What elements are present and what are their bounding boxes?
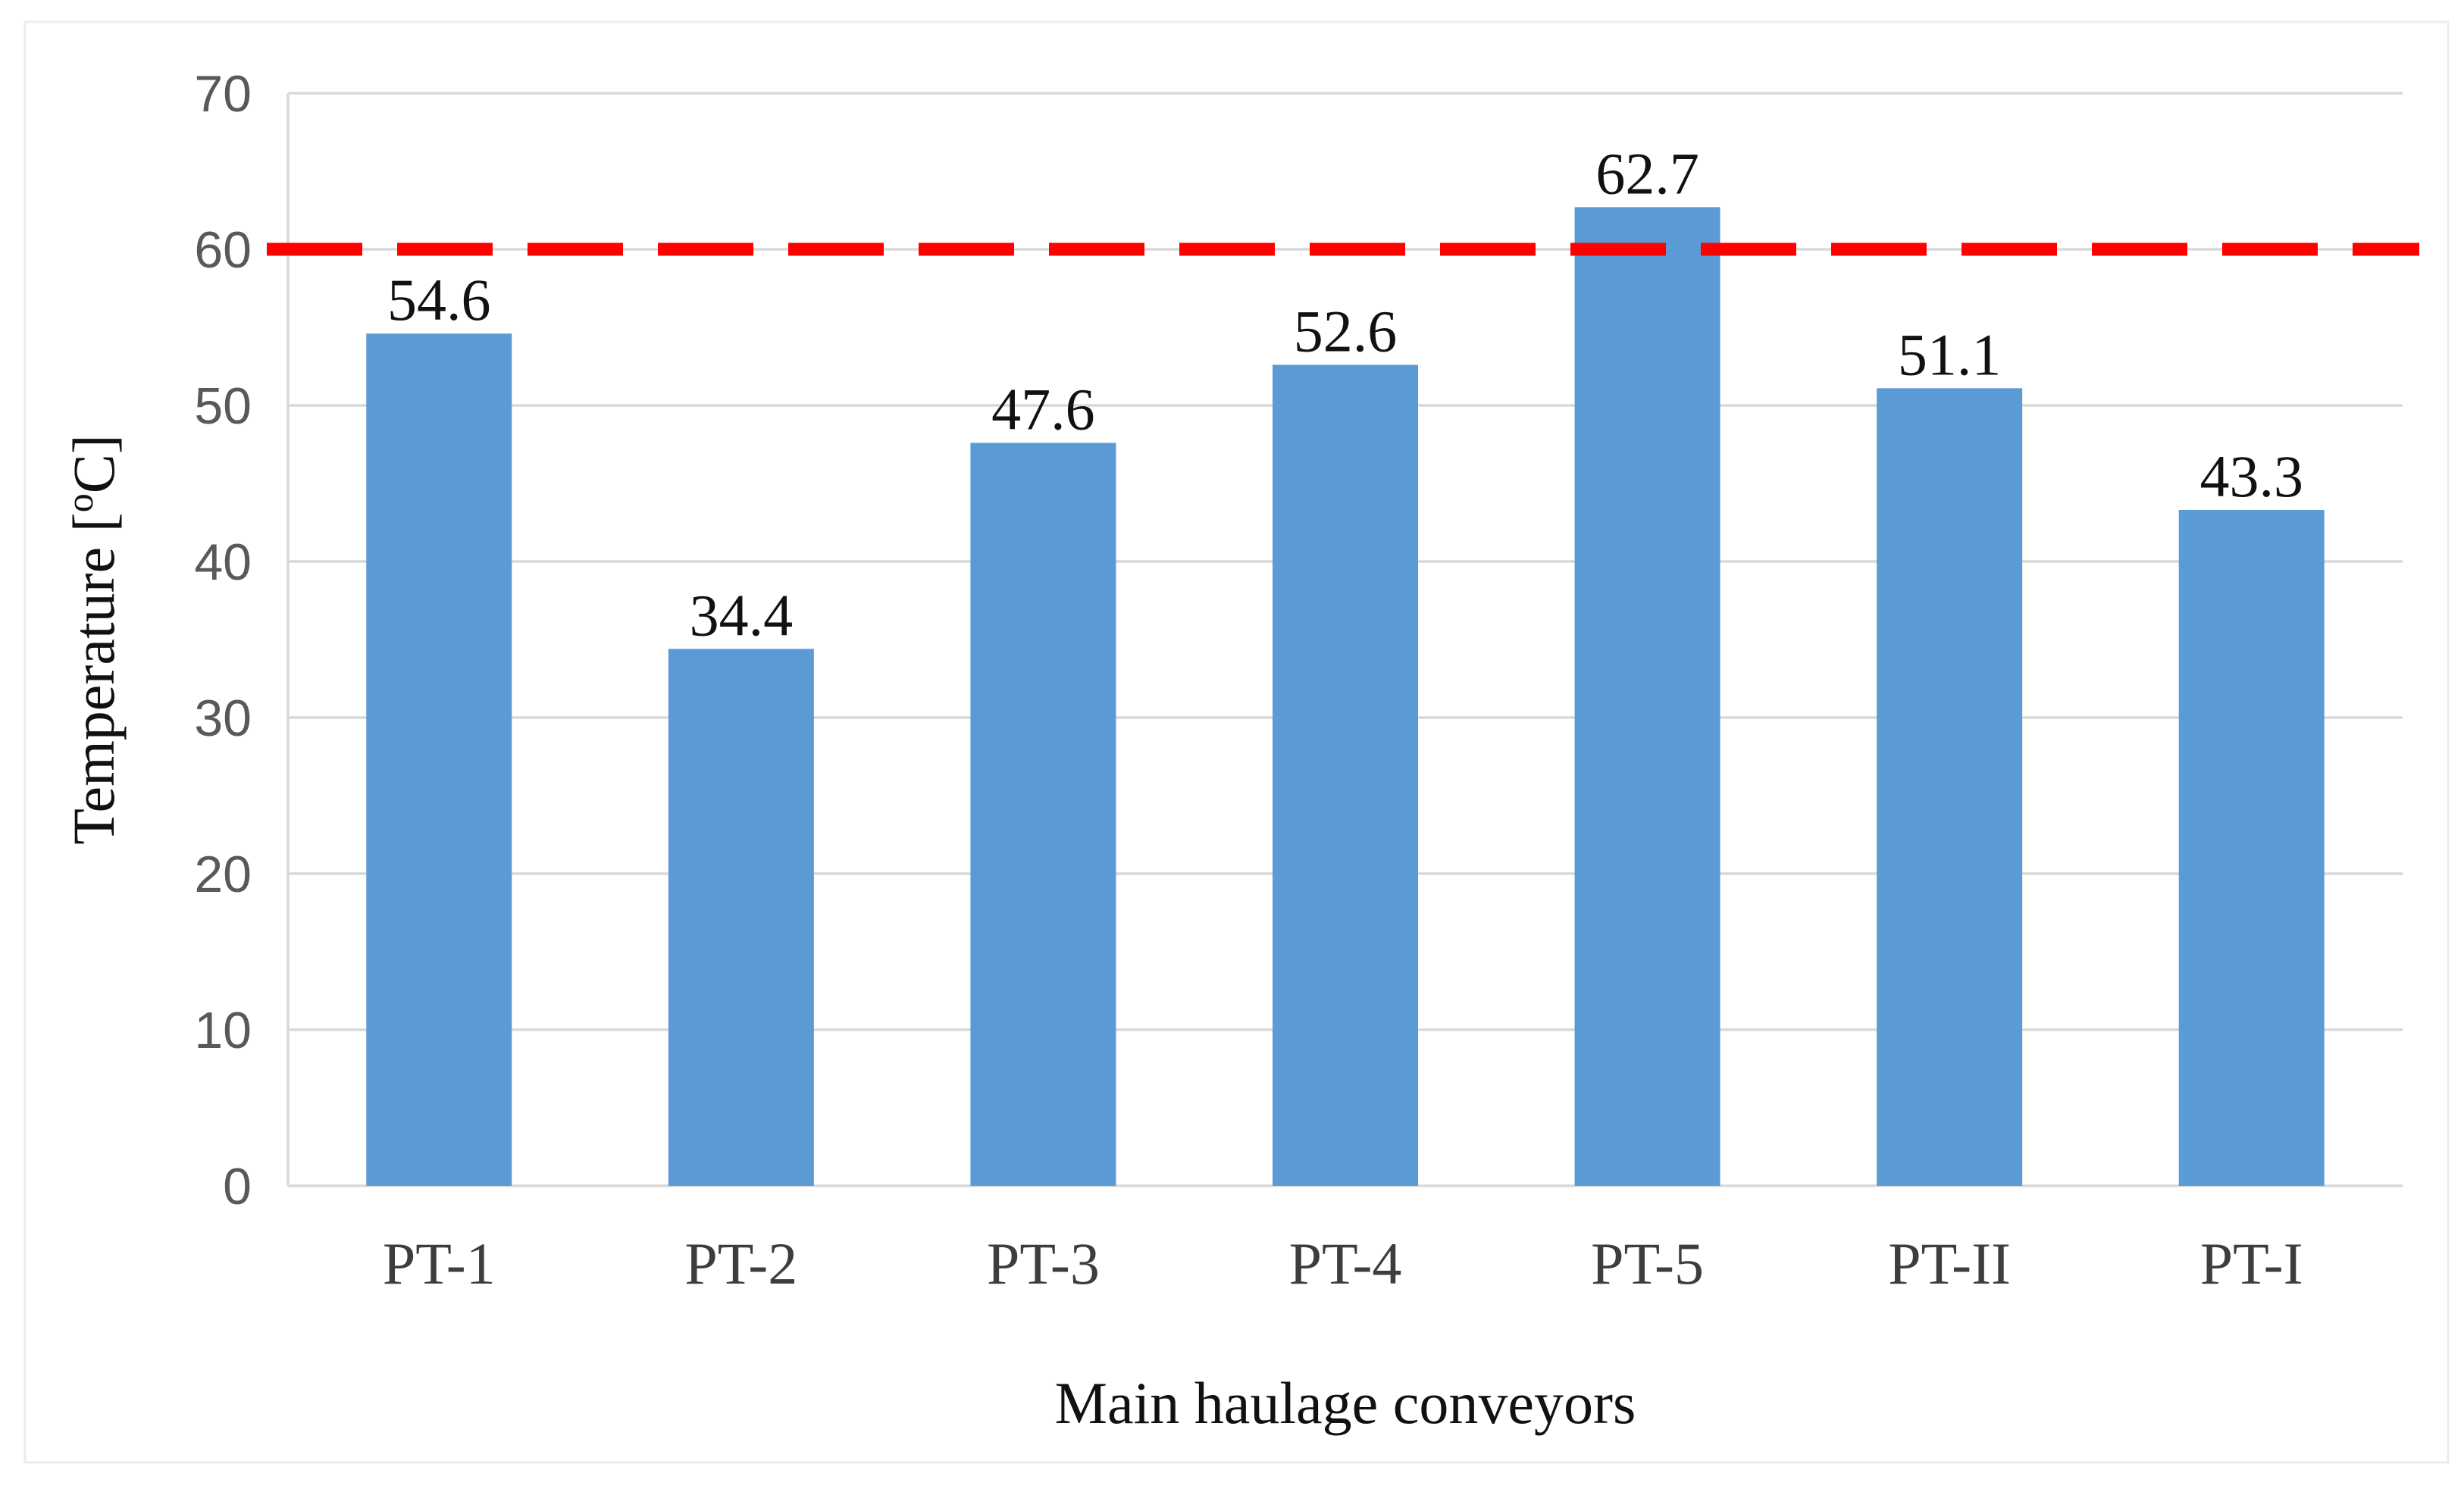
y-tick-label: 0 (223, 1158, 252, 1215)
bar (1877, 388, 2023, 1186)
y-tick-label: 30 (194, 690, 252, 747)
category-label: PT-II (1888, 1231, 2011, 1296)
y-tick-label: 10 (194, 1002, 252, 1059)
y-tick-label: 40 (194, 533, 252, 591)
category-label: PT-5 (1591, 1231, 1704, 1296)
bar (366, 333, 512, 1186)
category-label: PT-1 (383, 1231, 496, 1296)
y-tick-label: 70 (194, 65, 252, 123)
y-axis-title: Temperature [oC] (58, 434, 127, 844)
bar (1574, 207, 1720, 1186)
y-tick-label: 60 (194, 221, 252, 279)
bar-value-label: 34.4 (690, 582, 794, 648)
x-axis-title: Main haulage conveyors (1055, 1370, 1636, 1436)
bar (970, 443, 1116, 1186)
bar-value-label: 54.6 (387, 267, 491, 333)
category-label: PT-2 (684, 1231, 797, 1296)
bar-value-label: 51.1 (1898, 321, 2002, 387)
bar-value-label: 47.6 (991, 376, 1095, 442)
y-tick-label: 50 (194, 377, 252, 435)
category-label: PT-3 (987, 1231, 1100, 1296)
category-label: PT-4 (1289, 1231, 1402, 1296)
bar (2178, 510, 2325, 1186)
bar (668, 649, 814, 1186)
category-label: PT-I (2200, 1231, 2303, 1296)
bar-value-label: 52.6 (1294, 298, 1398, 364)
bar (1273, 364, 1418, 1187)
bar-value-label: 62.7 (1595, 140, 1699, 206)
y-tick-label: 20 (194, 846, 252, 903)
bar-value-label: 43.3 (2199, 443, 2303, 509)
